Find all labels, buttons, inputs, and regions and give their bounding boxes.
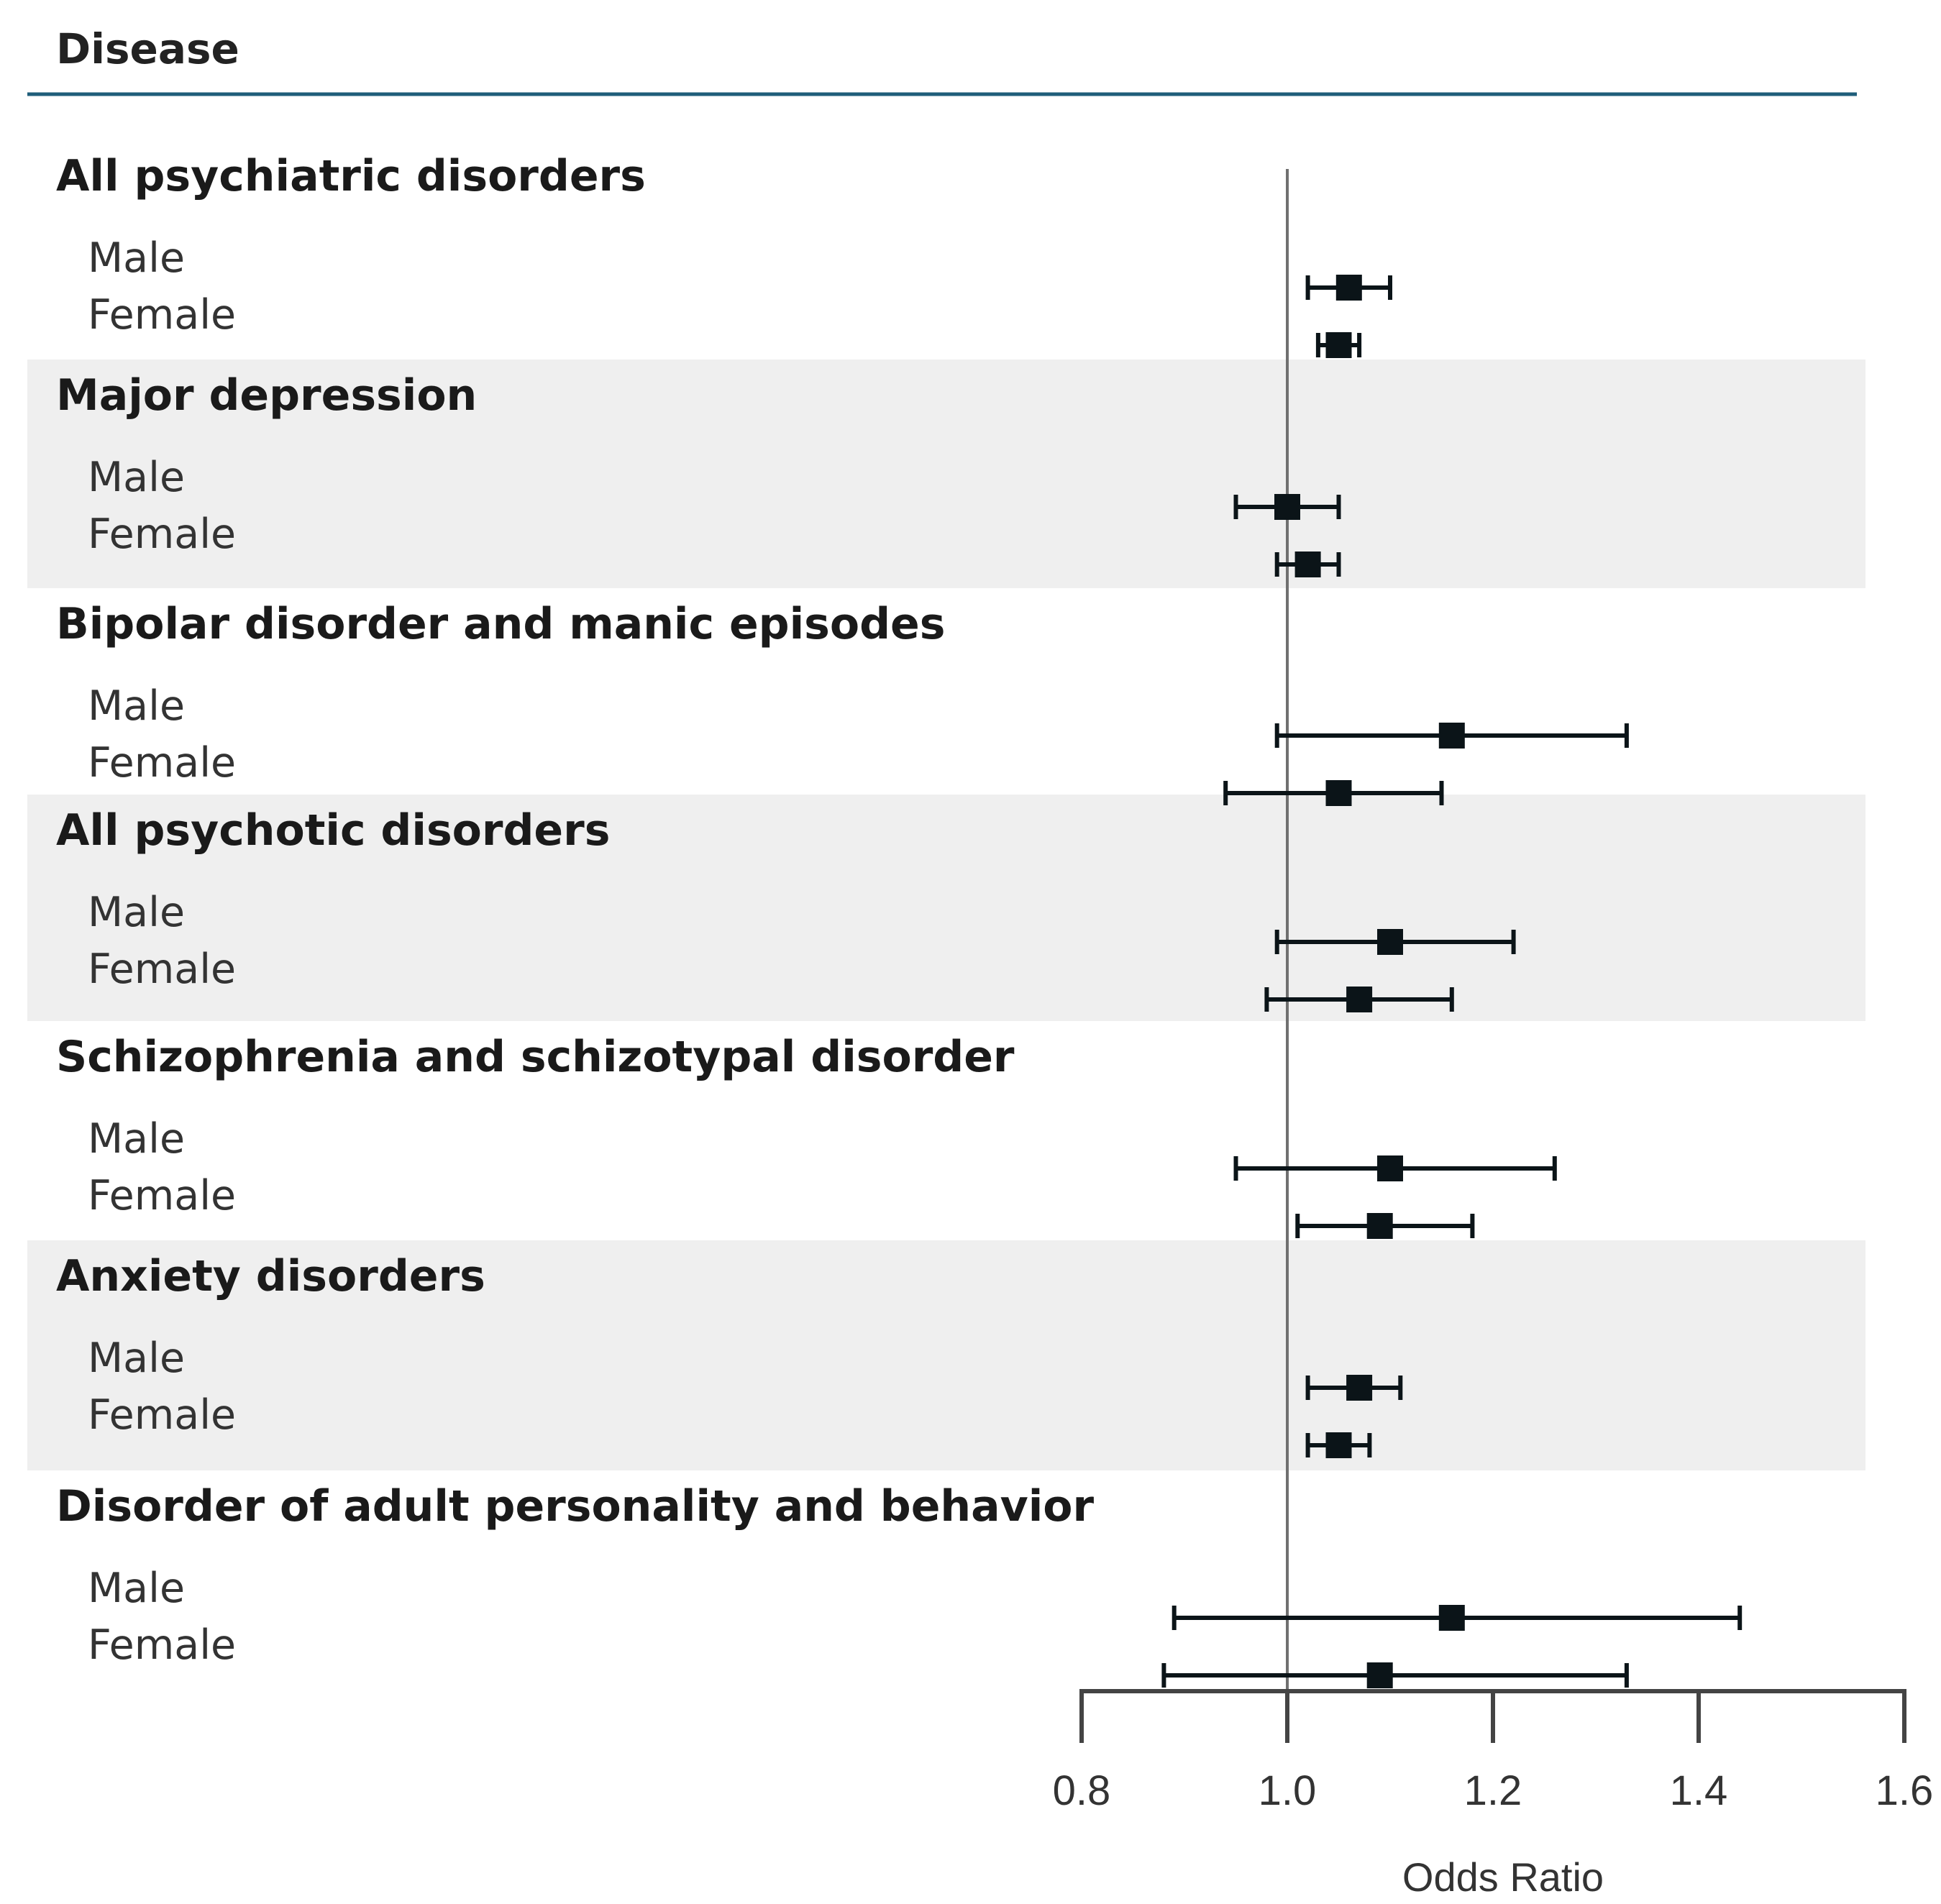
or-marker <box>1377 929 1403 955</box>
row-label: Female <box>88 739 236 787</box>
or-marker <box>1274 494 1300 520</box>
row-label: Male <box>88 454 185 501</box>
or-marker <box>1377 1155 1403 1181</box>
x-axis: 0.8 1.0 1.2 1.4 1.6 <box>1053 1689 1934 1814</box>
x-tick-label: 1.4 <box>1670 1767 1728 1814</box>
row-label: Male <box>88 1335 185 1382</box>
or-marker <box>1366 1213 1393 1239</box>
x-tick-label: 1.6 <box>1876 1767 1934 1814</box>
or-marker <box>1325 332 1352 358</box>
band-layer <box>27 360 1865 1470</box>
row-label-layer: All psychiatric disorders Male Female Major… <box>56 151 1094 1669</box>
or-marker <box>1325 780 1352 806</box>
row-label: Female <box>88 946 236 993</box>
x-axis-label: Odds Ratio <box>1402 1854 1604 1900</box>
column-header: Disease <box>56 24 239 73</box>
row-label: Female <box>88 1621 236 1669</box>
or-marker <box>1366 1662 1393 1688</box>
group-band <box>27 1240 1865 1470</box>
or-marker <box>1438 723 1465 749</box>
group-label: Bipolar disorder and manic episodes <box>56 599 945 649</box>
x-tick-label: 1.2 <box>1464 1767 1522 1814</box>
group-band <box>27 795 1865 1021</box>
row-label: Male <box>88 1115 185 1163</box>
ci-layer <box>1161 275 1743 1688</box>
row-label: Female <box>88 511 236 558</box>
x-tick-label: 1.0 <box>1259 1767 1317 1814</box>
group-label: Schizophrenia and schizotypal disorder <box>56 1032 1015 1082</box>
row-label: Male <box>88 234 185 282</box>
or-marker <box>1325 1432 1352 1458</box>
row-label: Female <box>88 1172 236 1219</box>
row-label: Female <box>88 291 236 339</box>
or-marker <box>1294 551 1321 577</box>
or-marker <box>1335 275 1362 301</box>
group-label: Major depression <box>56 370 477 421</box>
group-label: All psychotic disorders <box>56 805 610 856</box>
row-label: Female <box>88 1391 236 1439</box>
group-label: Anxiety disorders <box>56 1251 485 1301</box>
or-marker <box>1346 1375 1373 1401</box>
row-label: Male <box>88 682 185 730</box>
x-tick-label: 0.8 <box>1053 1767 1111 1814</box>
group-band <box>27 360 1865 588</box>
group-label: Disorder of adult personality and behavi… <box>56 1481 1094 1532</box>
or-marker <box>1346 987 1373 1012</box>
or-marker <box>1438 1605 1465 1631</box>
row-label: Male <box>88 889 185 936</box>
group-label: All psychiatric disorders <box>56 151 646 201</box>
row-label: Male <box>88 1565 185 1612</box>
